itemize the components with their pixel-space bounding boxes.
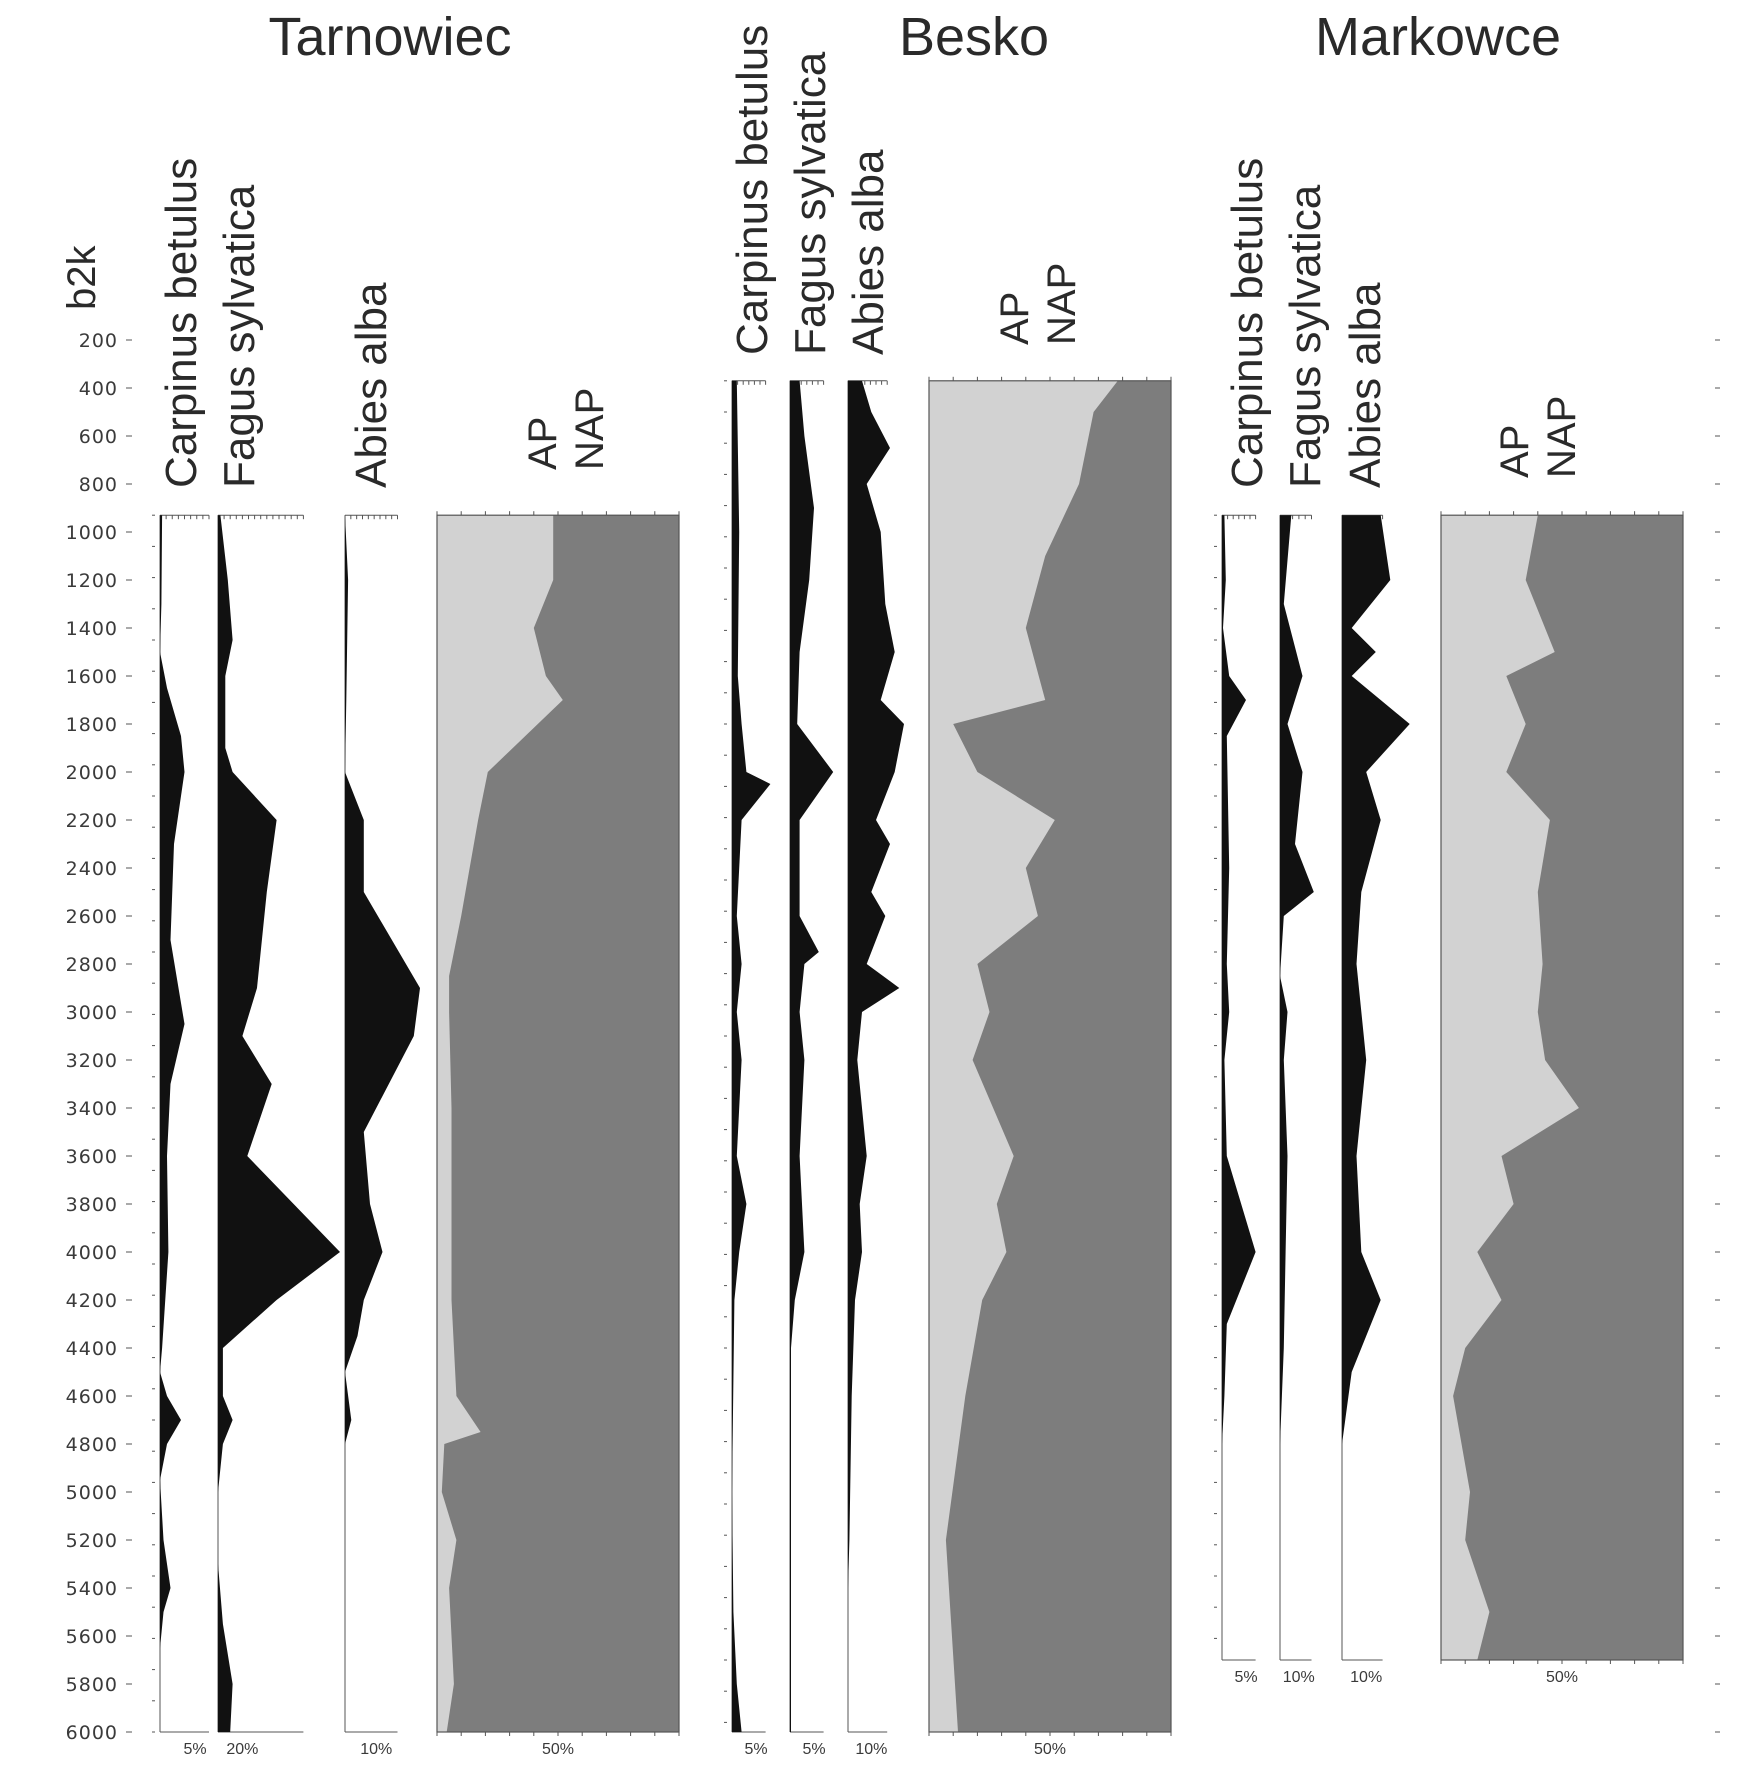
taxon-label: Fagus sylvatica [1281, 184, 1330, 488]
y-tick-label: 5400 [66, 1578, 118, 1600]
taxon-label: Abies alba [347, 282, 396, 488]
ap-label: AP [1493, 425, 1537, 478]
taxon-scale-label: 10% [1283, 1669, 1315, 1686]
y-tick-label: 5600 [66, 1626, 118, 1648]
ap-scale-label: 50% [1546, 1669, 1578, 1686]
taxon-label: Carpinus betulus [157, 158, 206, 488]
taxon-scale-label: 5% [1234, 1669, 1257, 1686]
depth-axis: b2k 200 400 600 800 1000 1200 1400 1600 1800 2000 2… [60, 245, 132, 1744]
y-tick-label: 4200 [66, 1290, 118, 1312]
taxon-scale-label: 20% [226, 1741, 258, 1758]
site-title: Tarnowiec [268, 7, 511, 67]
nap-label: NAP [1040, 263, 1084, 345]
ap-area [929, 380, 1118, 1732]
taxon-curve-carpinus-betulus [732, 380, 771, 1732]
y-tick-label: 1400 [66, 618, 118, 640]
taxon-scale-label: 5% [744, 1741, 767, 1758]
taxon-curve-abies-alba [345, 515, 420, 1733]
ap-area [1441, 515, 1579, 1661]
y-tick-label: 4400 [66, 1338, 118, 1360]
y-tick-label: 4800 [66, 1434, 118, 1456]
taxon-curve-abies-alba [848, 380, 904, 1732]
y-tick-label: 3800 [66, 1194, 118, 1216]
y-tick-label: 4600 [66, 1386, 118, 1408]
y-tick-label: 2600 [66, 906, 118, 928]
y-tick-label: 5000 [66, 1482, 118, 1504]
ap-scale-label: 50% [542, 1741, 574, 1758]
taxon-label: Carpinus betulus [728, 25, 777, 355]
right-tick-column [1715, 339, 1720, 1733]
taxon-scale-label: 10% [855, 1741, 887, 1758]
y-tick-label: 200 [79, 330, 118, 352]
y-tick-label: 2800 [66, 954, 118, 976]
taxon-curve-fagus-sylvatica [790, 380, 834, 1732]
site-panels: Tarnowiec Carpinus betulus 5% Fagus sylvati… [152, 7, 1684, 1758]
y-axis-title: b2k [60, 245, 104, 310]
y-tick-label: 2200 [66, 810, 118, 832]
site-panel-besko: Besko Carpinus betulus 5% Fagus sylvatica 5%… [724, 7, 1172, 1758]
y-tick-label: 1000 [66, 522, 118, 544]
taxon-scale-label: 10% [360, 1741, 392, 1758]
y-tick-label: 5800 [66, 1674, 118, 1696]
site-title: Markowce [1315, 7, 1561, 67]
y-tick-label: 2400 [66, 858, 118, 880]
nap-label: NAP [1540, 396, 1584, 478]
taxon-label: Fagus sylvatica [215, 184, 264, 488]
y-tick-label: 4000 [66, 1242, 118, 1264]
taxon-label: Abies alba [844, 149, 893, 355]
y-tick-label: 1800 [66, 714, 118, 736]
site-panel-tarnowiec: Tarnowiec Carpinus betulus 5% Fagus sylvati… [152, 7, 680, 1758]
taxon-scale-label: 10% [1350, 1669, 1382, 1686]
ap-label: AP [521, 417, 565, 470]
site-panel-markowce: Markowce Carpinus betulus 5% Fagus sylvatic… [1214, 7, 1684, 1686]
taxon-curve-abies-alba [1342, 515, 1410, 1661]
taxon-curve-fagus-sylvatica [218, 515, 340, 1733]
y-tick-label: 3400 [66, 1098, 118, 1120]
taxon-label: Abies alba [1341, 282, 1390, 488]
ap-area [437, 515, 563, 1733]
taxon-label: Carpinus betulus [1223, 158, 1272, 488]
taxon-curve-carpinus-betulus [1222, 515, 1256, 1661]
site-title: Besko [899, 7, 1049, 67]
y-tick-label: 400 [79, 378, 118, 400]
y-tick-label: 800 [79, 474, 118, 496]
y-tick-label: 600 [79, 426, 118, 448]
taxon-scale-label: 5% [183, 1741, 206, 1758]
y-tick-label: 5200 [66, 1530, 118, 1552]
ap-scale-label: 50% [1034, 1741, 1066, 1758]
taxon-label: Fagus sylvatica [786, 51, 835, 355]
taxon-scale-label: 5% [802, 1741, 825, 1758]
nap-label: NAP [568, 388, 612, 470]
y-tick-label: 3000 [66, 1002, 118, 1024]
y-tick-label: 1600 [66, 666, 118, 688]
taxon-curve-carpinus-betulus [160, 515, 185, 1733]
taxon-curve-fagus-sylvatica [1280, 515, 1314, 1661]
y-tick-label: 1200 [66, 570, 118, 592]
y-tick-label: 6000 [66, 1722, 118, 1744]
y-tick-label: 3600 [66, 1146, 118, 1168]
y-tick-label: 2000 [66, 762, 118, 784]
ap-label: AP [993, 292, 1037, 345]
y-tick-label: 3200 [66, 1050, 118, 1072]
